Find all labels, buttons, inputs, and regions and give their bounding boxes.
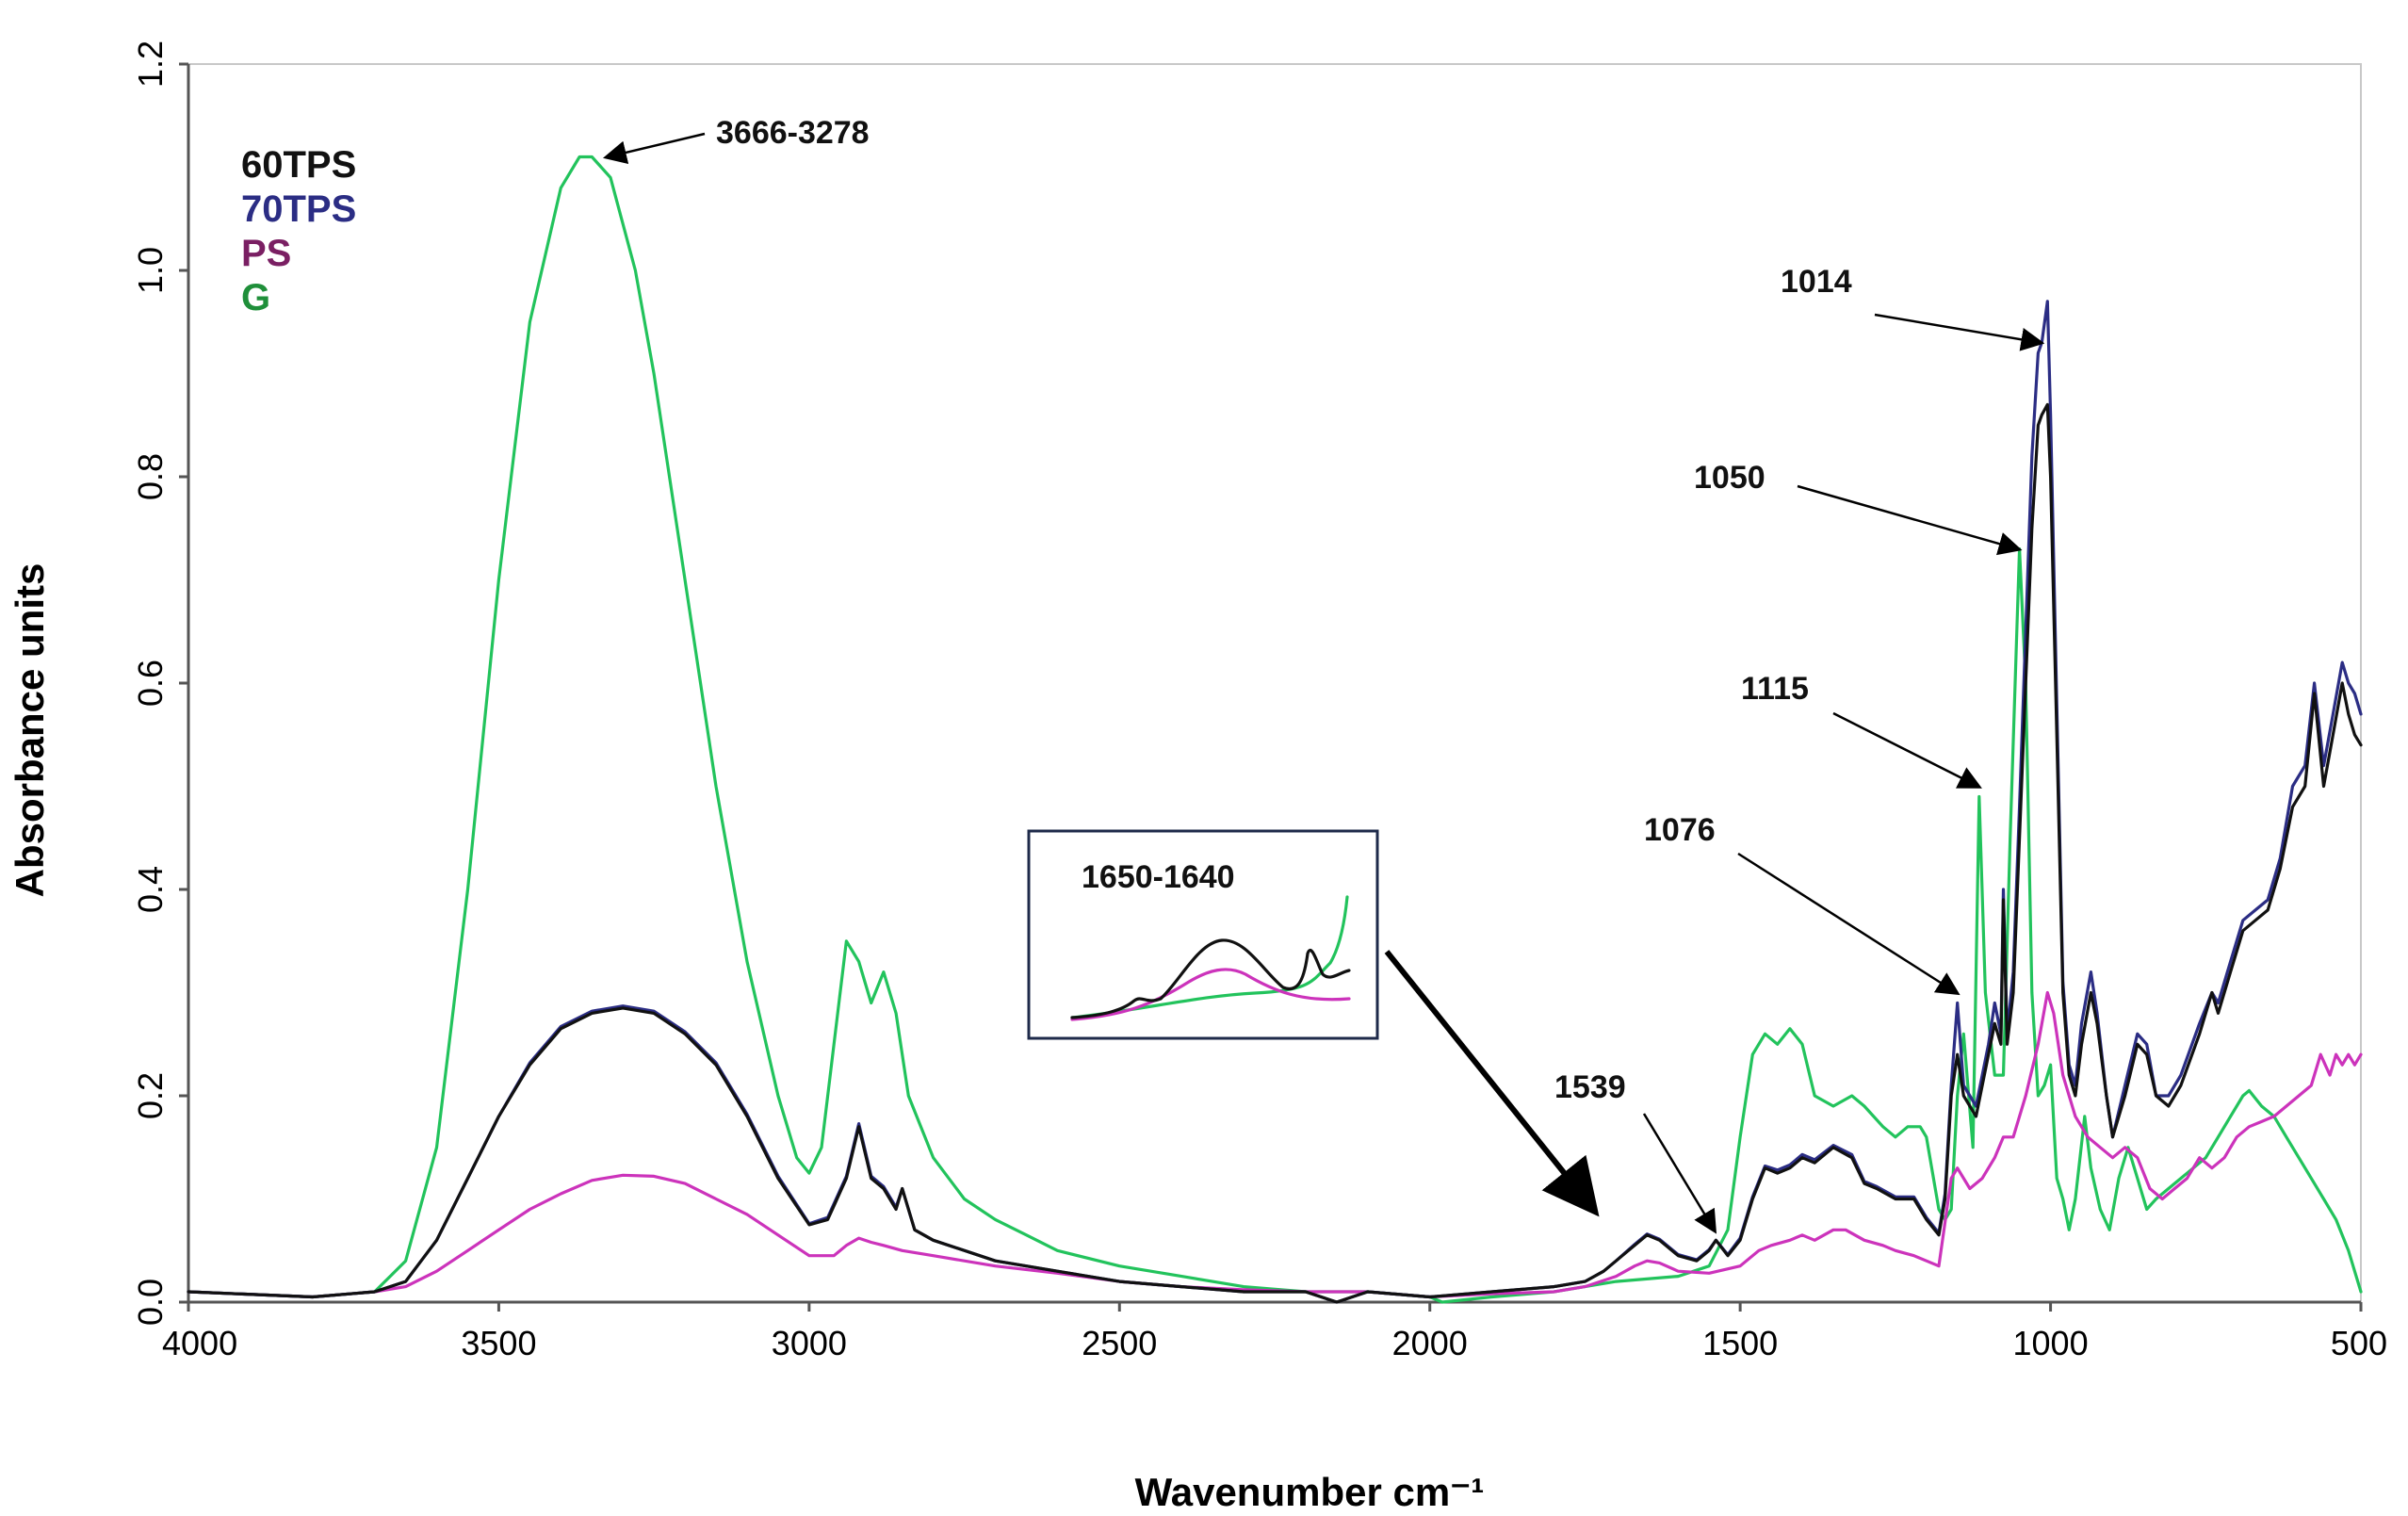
x-axis-title: Wavenumber cm⁻¹ bbox=[1135, 1470, 1485, 1514]
x-tick-label: 2500 bbox=[1082, 1324, 1157, 1362]
annotation-label: 1539 bbox=[1554, 1069, 1626, 1105]
annotation-arrow bbox=[602, 132, 706, 165]
x-tick-label: 4000 bbox=[162, 1324, 237, 1362]
legend-item-g: G bbox=[241, 277, 270, 318]
plot-frame bbox=[187, 63, 2362, 1304]
legend-item-ps: PS bbox=[241, 233, 291, 274]
annotation-layer: 3666-3278 1014 1050 1115 1076 1539 bbox=[602, 115, 2045, 1234]
legend-item-60tps: 60TPS bbox=[241, 144, 356, 186]
annotation-label: 1050 bbox=[1694, 460, 1765, 496]
series-line-ps bbox=[187, 990, 2363, 1299]
x-axis: 4000 3500 3000 2500 2000 1500 1000 500 bbox=[162, 1302, 2387, 1362]
plot-border bbox=[187, 63, 2362, 1303]
y-tick-label: 0.8 bbox=[131, 453, 170, 500]
y-axis: 0.0 0.2 0.4 0.6 0.8 1.0 1.2 bbox=[131, 41, 188, 1326]
series-layer bbox=[187, 155, 2363, 1304]
annotation-arrow bbox=[1832, 711, 1982, 789]
annotation-label: 1014 bbox=[1781, 264, 1852, 300]
inset-title: 1650-1640 bbox=[1082, 859, 1235, 895]
inset-zoom-box: 1650-1640 bbox=[1027, 829, 1600, 1217]
inset-pointer-arrow bbox=[1384, 950, 1600, 1217]
y-tick-label: 1.0 bbox=[131, 247, 170, 294]
annotation-arrow bbox=[1737, 852, 1961, 996]
y-tick-label: 0.4 bbox=[131, 866, 170, 913]
y-tick-label: 1.2 bbox=[131, 41, 170, 88]
x-tick-label: 3500 bbox=[461, 1324, 536, 1362]
legend-item-70tps: 70TPS bbox=[241, 188, 356, 230]
annotation-arrow bbox=[1874, 313, 2045, 351]
annotation-label: 3666-3278 bbox=[716, 115, 870, 151]
y-axis-title: Absorbance units bbox=[8, 563, 52, 898]
series-line-60tps bbox=[187, 402, 2363, 1304]
inset-line-ps bbox=[1070, 968, 1351, 1021]
annotation-arrow bbox=[1642, 1113, 1717, 1234]
x-tick-label: 1500 bbox=[1702, 1324, 1778, 1362]
y-tick-label: 0.2 bbox=[131, 1072, 170, 1119]
annotation-label: 1076 bbox=[1644, 812, 1716, 848]
series-line-g bbox=[187, 155, 2363, 1304]
x-tick-label: 2000 bbox=[1392, 1324, 1468, 1362]
x-tick-label: 500 bbox=[2331, 1324, 2387, 1362]
y-tick-label: 0.0 bbox=[131, 1279, 170, 1326]
inset-border bbox=[1027, 829, 1379, 1040]
x-tick-label: 3000 bbox=[772, 1324, 847, 1362]
inset-line-tps bbox=[1070, 938, 1351, 1019]
annotation-label: 1115 bbox=[1741, 671, 1809, 707]
x-tick-label: 1000 bbox=[2013, 1324, 2089, 1362]
annotation-arrow bbox=[1797, 484, 2023, 556]
y-tick-label: 0.6 bbox=[131, 660, 170, 707]
